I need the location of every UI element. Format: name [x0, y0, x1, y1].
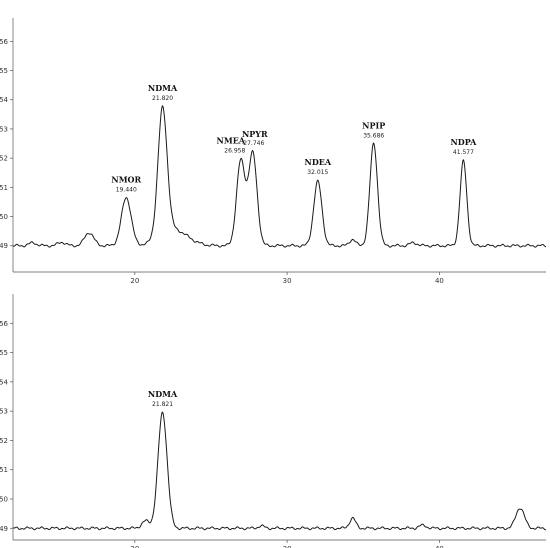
peak-label: NMEA [217, 136, 246, 146]
y-tick-label: 53 [0, 408, 8, 416]
x-tick-label: 30 [283, 277, 292, 285]
y-tick-label: 51 [0, 184, 8, 192]
retention-time-label: 27.746 [243, 140, 264, 147]
y-tick-label: 51 [0, 466, 8, 474]
peak-label: NDEA [305, 157, 332, 167]
x-tick-label: 20 [130, 277, 139, 285]
y-tick-label: 49 [0, 242, 8, 250]
x-tick-label: 40 [435, 545, 444, 548]
x-tick-label: 40 [435, 277, 444, 285]
retention-time-label: 19.440 [116, 187, 137, 194]
retention-time-label: 41.577 [453, 149, 474, 156]
retention-time-label: 21.820 [152, 95, 173, 102]
y-tick-label: 52 [0, 155, 8, 163]
peak-label: NDPA [450, 137, 477, 147]
bottom-chromatogram-panel: 49 50 51 52 53 54 55 56 20 30 40 NDMA 21.821 [0, 294, 547, 548]
chromatogram-trace [12, 105, 547, 248]
peak-label: NDMA [148, 389, 178, 399]
y-tick-label: 54 [0, 378, 9, 386]
y-tick-label: 49 [0, 525, 8, 533]
peak-label: NPYR [242, 129, 268, 139]
peak-label: NPIP [362, 120, 385, 130]
retention-time-label: 32.015 [307, 169, 328, 176]
top-chromatogram-panel: 49 50 51 52 53 54 55 56 20 30 40 NMOR 19.440 NDMA 21.8… [0, 18, 547, 285]
y-tick-label: 53 [0, 125, 8, 133]
y-tick-label: 50 [0, 496, 8, 504]
peak-label: NDMA [148, 83, 178, 93]
y-tick-label: 52 [0, 437, 8, 445]
x-tick-label: 30 [283, 545, 292, 548]
retention-time-label: 35.686 [363, 132, 384, 139]
x-tick-label: 20 [130, 545, 139, 548]
peak-label: NMOR [111, 175, 141, 185]
chromatogram-trace [12, 411, 547, 531]
retention-time-label: 21.821 [152, 401, 173, 408]
y-tick-label: 54 [0, 96, 9, 104]
y-tick-label: 56 [0, 320, 9, 328]
retention-time-label: 26.958 [224, 148, 245, 155]
y-tick-label: 55 [0, 349, 8, 357]
y-tick-label: 50 [0, 213, 8, 221]
y-tick-label: 56 [0, 38, 9, 46]
y-tick-label: 55 [0, 67, 8, 75]
